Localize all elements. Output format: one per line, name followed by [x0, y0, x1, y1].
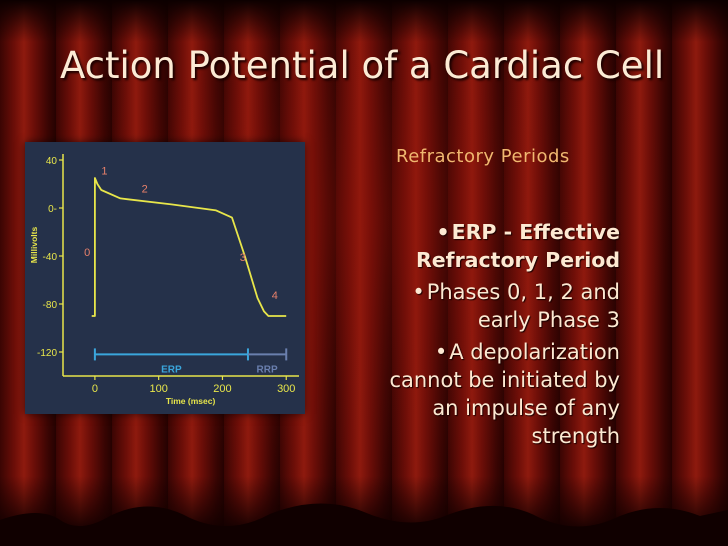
phase-label: 0: [84, 247, 90, 259]
bullet-dot: •: [436, 220, 450, 244]
bullet-text-erp: ERP - Effective Refractory Period: [415, 220, 620, 272]
action-potential-chart: 40 0- -40 -80 -120 0 100 200 300 Time (msec) Milli…: [25, 142, 305, 414]
bullet-item: •Phases 0, 1, 2 and early Phase 3: [372, 278, 620, 334]
x-tick-label: 0: [92, 383, 98, 395]
bullet-item: •A depolarization cannot be initiated by…: [372, 338, 620, 450]
bullet-text-phases: Phases 0, 1, 2 and early Phase 3: [426, 280, 620, 332]
phase-label: 4: [272, 290, 278, 302]
x-tick-label: 200: [213, 383, 231, 395]
bullet-dot: •: [434, 340, 448, 364]
x-tick-label: 100: [149, 383, 167, 395]
bullet-dot: •: [412, 280, 425, 304]
phase-label: 2: [142, 183, 148, 195]
phase-label: 3: [240, 252, 246, 264]
y-tick-label: 0-: [48, 204, 57, 215]
y-tick-label: -40: [43, 252, 58, 263]
stage-floor-drape: [0, 503, 728, 546]
bullet-item: •ERP - Effective Refractory Period: [372, 218, 620, 274]
refractory-periods-heading: Refractory Periods: [396, 146, 570, 167]
x-axis-label: Time (msec): [166, 396, 216, 406]
y-tick-label: -80: [43, 300, 58, 311]
bullet-text-depolarization: A depolarization cannot be initiated by …: [389, 340, 620, 448]
slide-title: Action Potential of a Cardiac Cell: [60, 44, 665, 87]
period-label-rrp: RRP: [257, 364, 278, 375]
y-axis-label: Millivolts: [29, 227, 39, 264]
action-potential-curve: [91, 177, 287, 317]
bullet-list: •ERP - Effective Refractory Period •Phas…: [372, 218, 620, 454]
x-tick-label: 300: [277, 383, 295, 395]
phase-label: 1: [101, 165, 107, 177]
period-label-erp: ERP: [161, 364, 182, 375]
y-tick-label: -120: [37, 348, 57, 359]
y-tick-label: 40: [46, 156, 58, 167]
